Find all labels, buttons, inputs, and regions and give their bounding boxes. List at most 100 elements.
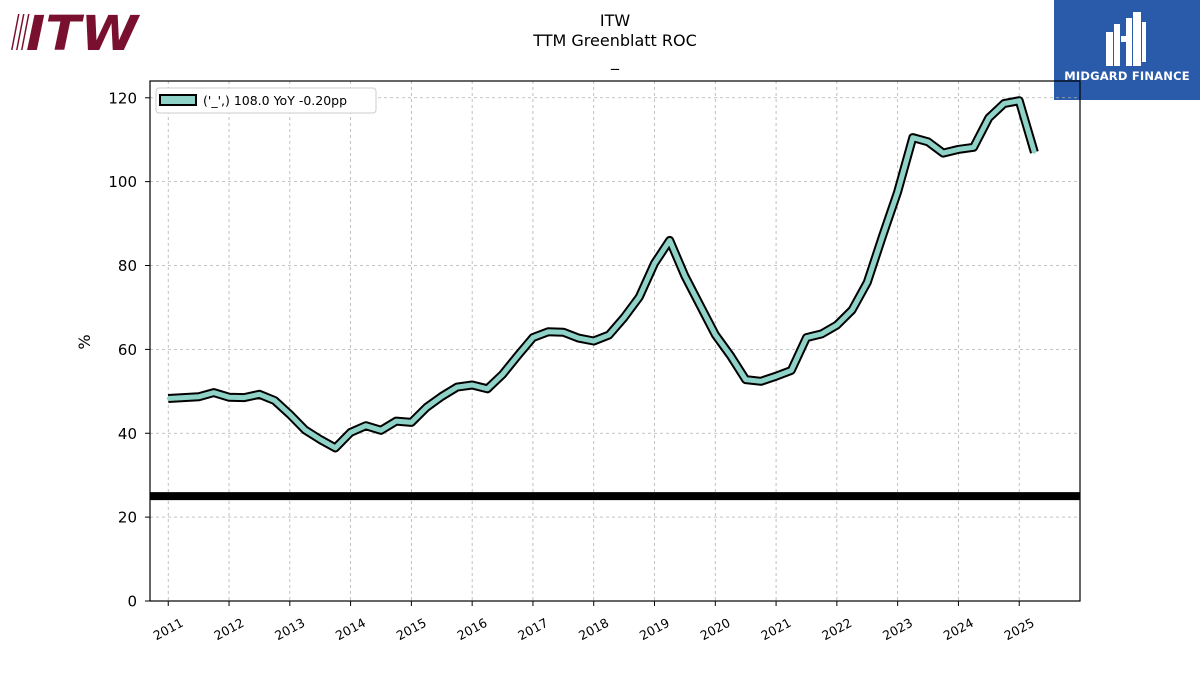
title-note: _: [611, 51, 619, 70]
series-point: [607, 333, 611, 337]
series-point: [865, 280, 869, 284]
series-point: [212, 391, 216, 395]
series-point: [896, 190, 900, 194]
series-point: [257, 392, 261, 396]
series-point: [728, 354, 732, 358]
y-tick-label: 60: [118, 341, 137, 359]
series-point: [181, 396, 185, 400]
x-tick-label: 2022: [819, 615, 854, 643]
series-point: [501, 373, 505, 377]
x-tick-label: 2013: [272, 615, 307, 643]
series-point: [804, 336, 808, 340]
series-line-outline: [167, 96, 1039, 453]
series-point: [653, 261, 657, 265]
x-tick-label: 2017: [515, 615, 550, 643]
x-tick-label: 2019: [637, 615, 672, 643]
y-tick-label: 0: [127, 593, 137, 611]
series-point: [1032, 150, 1036, 154]
series-point: [941, 151, 945, 155]
y-tick-label: 100: [108, 173, 137, 191]
midgard-finance-logo: MIDGARD FINANCE: [1054, 0, 1200, 100]
series-point: [850, 308, 854, 312]
series-point: [577, 336, 581, 340]
series-point: [926, 140, 930, 144]
x-tick-label: 2015: [394, 615, 429, 643]
x-tick-label: 2014: [333, 615, 368, 643]
y-tick-label: 20: [118, 509, 137, 527]
series-point: [273, 399, 277, 403]
title-ticker: ITW: [599, 11, 631, 30]
legend-label: ('_',) 108.0 YoY -0.20pp: [203, 93, 347, 108]
x-axis-ticks: 2011 2012 2013 2014 2015 2016 2017 2018 2019 2020…: [151, 601, 1037, 643]
series-point: [668, 238, 672, 242]
series-point: [698, 303, 702, 307]
x-tick-label: 2020: [698, 615, 733, 643]
series-point: [911, 136, 915, 140]
x-tick-label: 2018: [576, 615, 611, 643]
y-tick-label: 80: [118, 257, 137, 275]
itw-logo: ITW: [11, 6, 140, 54]
series-point: [789, 368, 793, 372]
series-point: [166, 396, 170, 400]
chart-title: ITW TTM Greenblatt ROC _: [415, 11, 815, 71]
y-axis-label: %: [75, 334, 94, 349]
x-tick-label: 2016: [454, 615, 489, 643]
midgard-finance-name: MIDGARD FINANCE: [1064, 69, 1190, 83]
series-point: [956, 147, 960, 151]
series-point: [485, 387, 489, 391]
series-point: [379, 428, 383, 432]
x-tick-label: 2012: [211, 615, 246, 643]
series-point: [622, 316, 626, 320]
series-point: [835, 323, 839, 327]
series-point: [227, 395, 231, 399]
series-point: [561, 330, 565, 334]
series-point: [455, 385, 459, 389]
series-point: [516, 354, 520, 358]
series-point: [333, 446, 337, 450]
series-point: [531, 336, 535, 340]
y-tick-label: 40: [118, 425, 137, 443]
series-point: [880, 234, 884, 238]
series-point: [440, 394, 444, 398]
series-line: [168, 98, 1037, 451]
y-axis-ticks: 0 20 40 60 80 100 120: [108, 89, 150, 611]
series-point: [1002, 102, 1006, 106]
x-tick-label: 2025: [1002, 615, 1037, 643]
itw-logo-text: ITW: [26, 6, 140, 54]
series-point: [744, 378, 748, 382]
itw-logo-stripe: [11, 14, 20, 50]
series-point: [197, 395, 201, 399]
series-point: [288, 412, 292, 416]
series-points: [166, 99, 1036, 450]
series-point: [972, 145, 976, 149]
x-tick-label: 2023: [880, 615, 915, 643]
series-point: [987, 116, 991, 120]
series-point: [409, 420, 413, 424]
series-point: [394, 419, 398, 423]
midgard-mark-icon: [1106, 12, 1146, 66]
x-tick-label: 2021: [758, 615, 793, 643]
series-point: [318, 438, 322, 442]
series-point: [820, 332, 824, 336]
x-tick-label: 2024: [941, 615, 976, 643]
itw-logo-stripe: [21, 14, 30, 50]
series-point: [637, 295, 641, 299]
series-point: [592, 339, 596, 343]
legend: ('_',) 108.0 YoY -0.20pp: [155, 87, 377, 114]
series-point: [242, 396, 246, 400]
itw-logo-stripe: [16, 14, 25, 50]
legend-swatch: [159, 94, 197, 106]
series-point: [303, 428, 307, 432]
series-point: [349, 430, 353, 434]
series-point: [470, 383, 474, 387]
series-point: [683, 274, 687, 278]
series-point: [1017, 99, 1021, 103]
series-point: [759, 379, 763, 383]
series-point: [425, 405, 429, 409]
legend-box: [155, 87, 377, 114]
series-point: [546, 330, 550, 334]
plot-frame: [149, 80, 1081, 602]
y-tick-label: 120: [108, 89, 137, 107]
x-tick-label: 2011: [151, 615, 186, 643]
